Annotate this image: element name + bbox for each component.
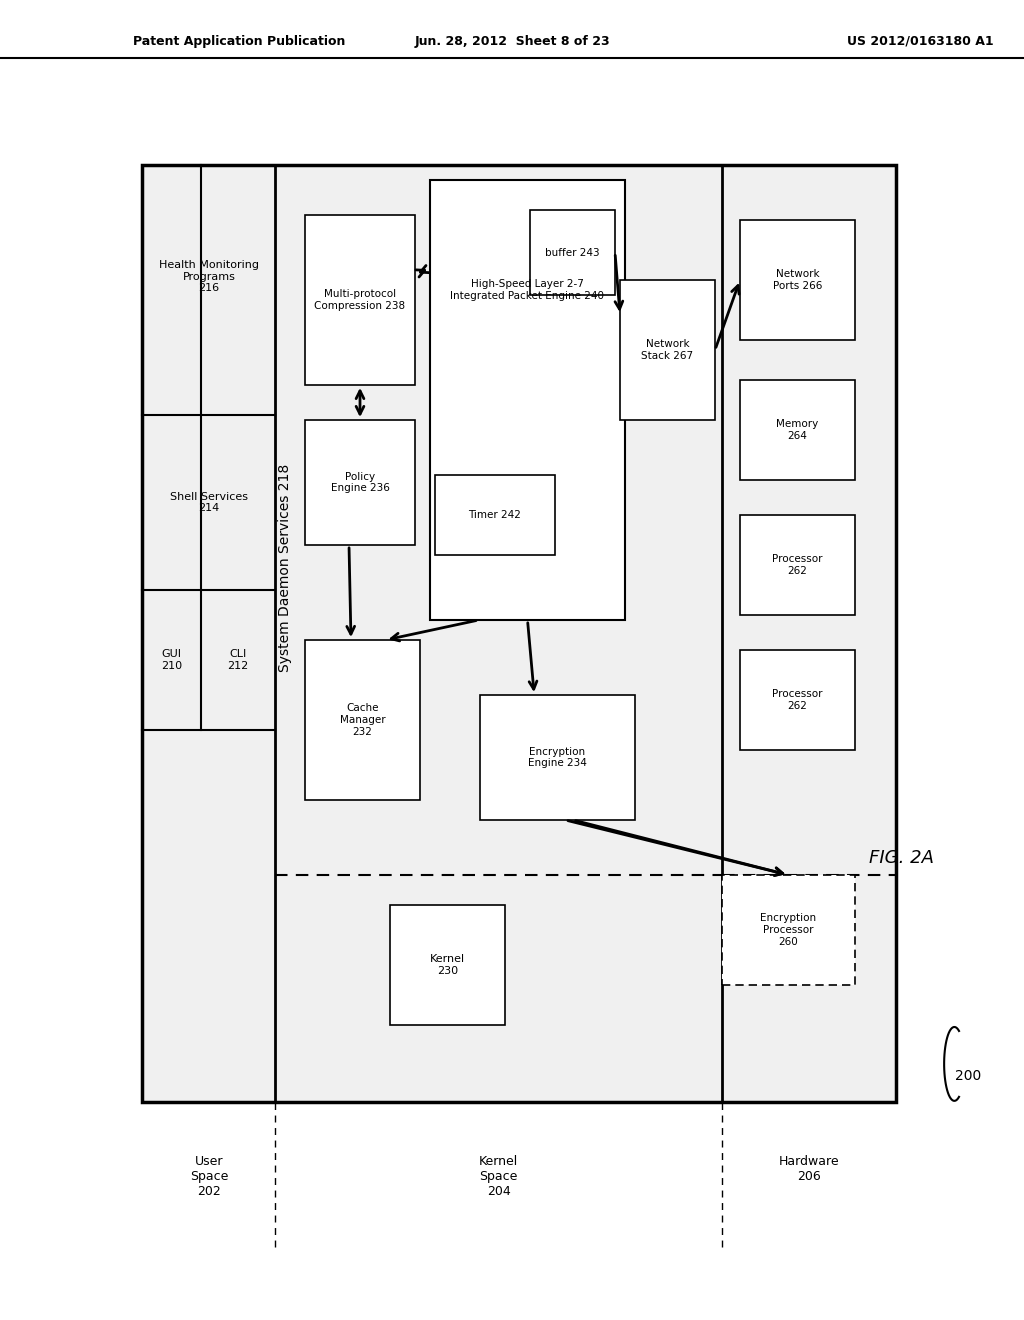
Text: FIG. 2A: FIG. 2A	[868, 849, 934, 867]
Text: Shell Services
214: Shell Services 214	[170, 492, 248, 513]
Text: Health Monitoring
Programs
216: Health Monitoring Programs 216	[159, 260, 259, 293]
Text: Patent Application Publication: Patent Application Publication	[133, 34, 345, 48]
Bar	[740, 220, 855, 341]
Bar	[305, 640, 420, 800]
Bar	[740, 515, 855, 615]
Text: System Daemon Services 218: System Daemon Services 218	[278, 463, 292, 672]
Text: 200: 200	[954, 1069, 981, 1082]
Text: Kernel
230: Kernel 230	[430, 954, 465, 975]
Text: High-Speed Layer 2-7
Integrated Packet Engine 240: High-Speed Layer 2-7 Integrated Packet E…	[451, 280, 604, 301]
Text: Kernel
Space
204: Kernel Space 204	[479, 1155, 518, 1199]
Text: Network
Ports 266: Network Ports 266	[773, 269, 822, 290]
Text: US 2012/0163180 A1: US 2012/0163180 A1	[847, 34, 993, 48]
Bar	[480, 696, 635, 820]
Text: buffer 243: buffer 243	[545, 248, 600, 257]
Bar	[435, 475, 555, 554]
Text: Network
Stack 267: Network Stack 267	[641, 339, 693, 360]
Text: GUI
210: GUI 210	[161, 649, 182, 671]
Bar	[390, 906, 505, 1026]
Bar	[430, 180, 625, 620]
Text: Hardware
206: Hardware 206	[778, 1155, 840, 1183]
Text: Processor
262: Processor 262	[772, 689, 822, 710]
Text: Memory
264: Memory 264	[776, 420, 818, 441]
Bar	[740, 649, 855, 750]
Text: Jun. 28, 2012  Sheet 8 of 23: Jun. 28, 2012 Sheet 8 of 23	[414, 34, 610, 48]
Text: Multi-protocol
Compression 238: Multi-protocol Compression 238	[314, 289, 406, 310]
Text: Encryption
Engine 234: Encryption Engine 234	[528, 747, 587, 768]
Text: CLI
212: CLI 212	[227, 649, 249, 671]
Text: User
Space
202: User Space 202	[189, 1155, 228, 1199]
Bar	[722, 875, 855, 985]
Bar	[142, 165, 896, 1102]
Bar	[305, 420, 415, 545]
Bar	[530, 210, 615, 294]
Bar	[305, 215, 415, 385]
Text: Cache
Manager
232: Cache Manager 232	[340, 704, 385, 737]
Text: Policy
Engine 236: Policy Engine 236	[331, 471, 389, 494]
Bar	[620, 280, 715, 420]
Text: Timer 242: Timer 242	[469, 510, 521, 520]
Text: Encryption
Processor
260: Encryption Processor 260	[761, 913, 816, 946]
Text: Processor
262: Processor 262	[772, 554, 822, 576]
Bar	[740, 380, 855, 480]
